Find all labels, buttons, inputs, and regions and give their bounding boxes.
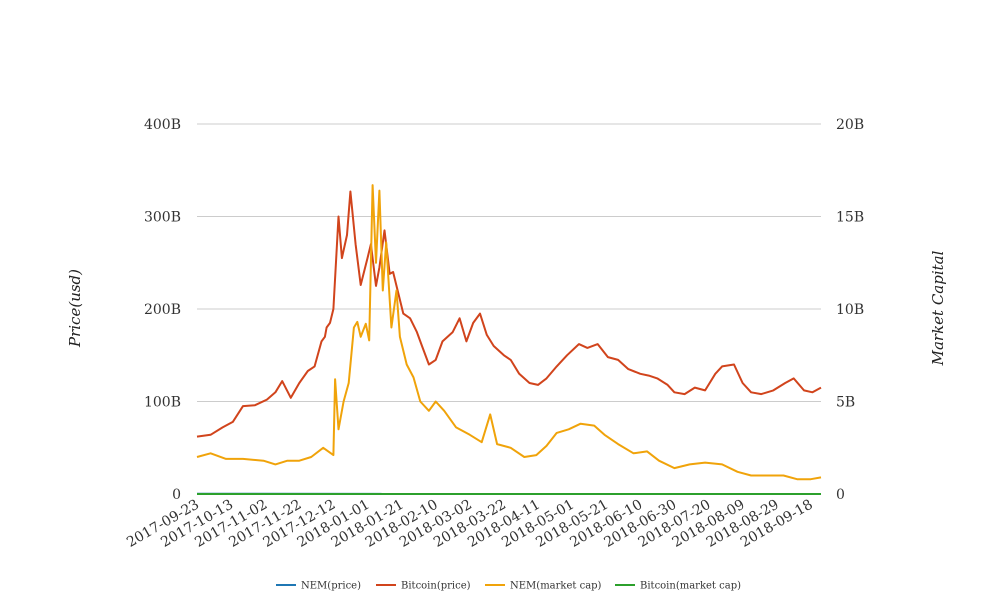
series-line-bitcoin-price: [196, 190, 822, 438]
legend-label: NEM(market cap): [510, 581, 602, 592]
y-left-tick-label: 300B: [144, 210, 181, 226]
legend: NEM(price) Bitcoin(price) NEM(market cap) B…: [276, 581, 741, 592]
y-left-tick-label: 0: [172, 487, 181, 503]
y-left-axis-title: Price(usd): [66, 269, 84, 348]
series-layer: [196, 184, 822, 495]
series-line-nem-market-cap: [196, 184, 822, 481]
y-right-tick-label: 15B: [836, 210, 864, 226]
y-left-tick-label: 200B: [144, 302, 181, 318]
legend-label: NEM(price): [301, 581, 361, 592]
y-left-tick-label: 100B: [144, 395, 181, 411]
legend-label: Bitcoin(market cap): [640, 581, 741, 592]
y-right-tick-label: 10B: [836, 302, 864, 318]
y-right-tick-label: 5B: [836, 395, 855, 411]
y-left-tick-label: 400B: [144, 117, 181, 133]
y-right-tick-label: 20B: [836, 117, 864, 133]
y-right-tick-label: 0: [836, 487, 845, 503]
grid-layer: [197, 123, 821, 402]
legend-label: Bitcoin(price): [401, 581, 471, 592]
y-right-axis-title: Market Capital: [929, 250, 947, 366]
